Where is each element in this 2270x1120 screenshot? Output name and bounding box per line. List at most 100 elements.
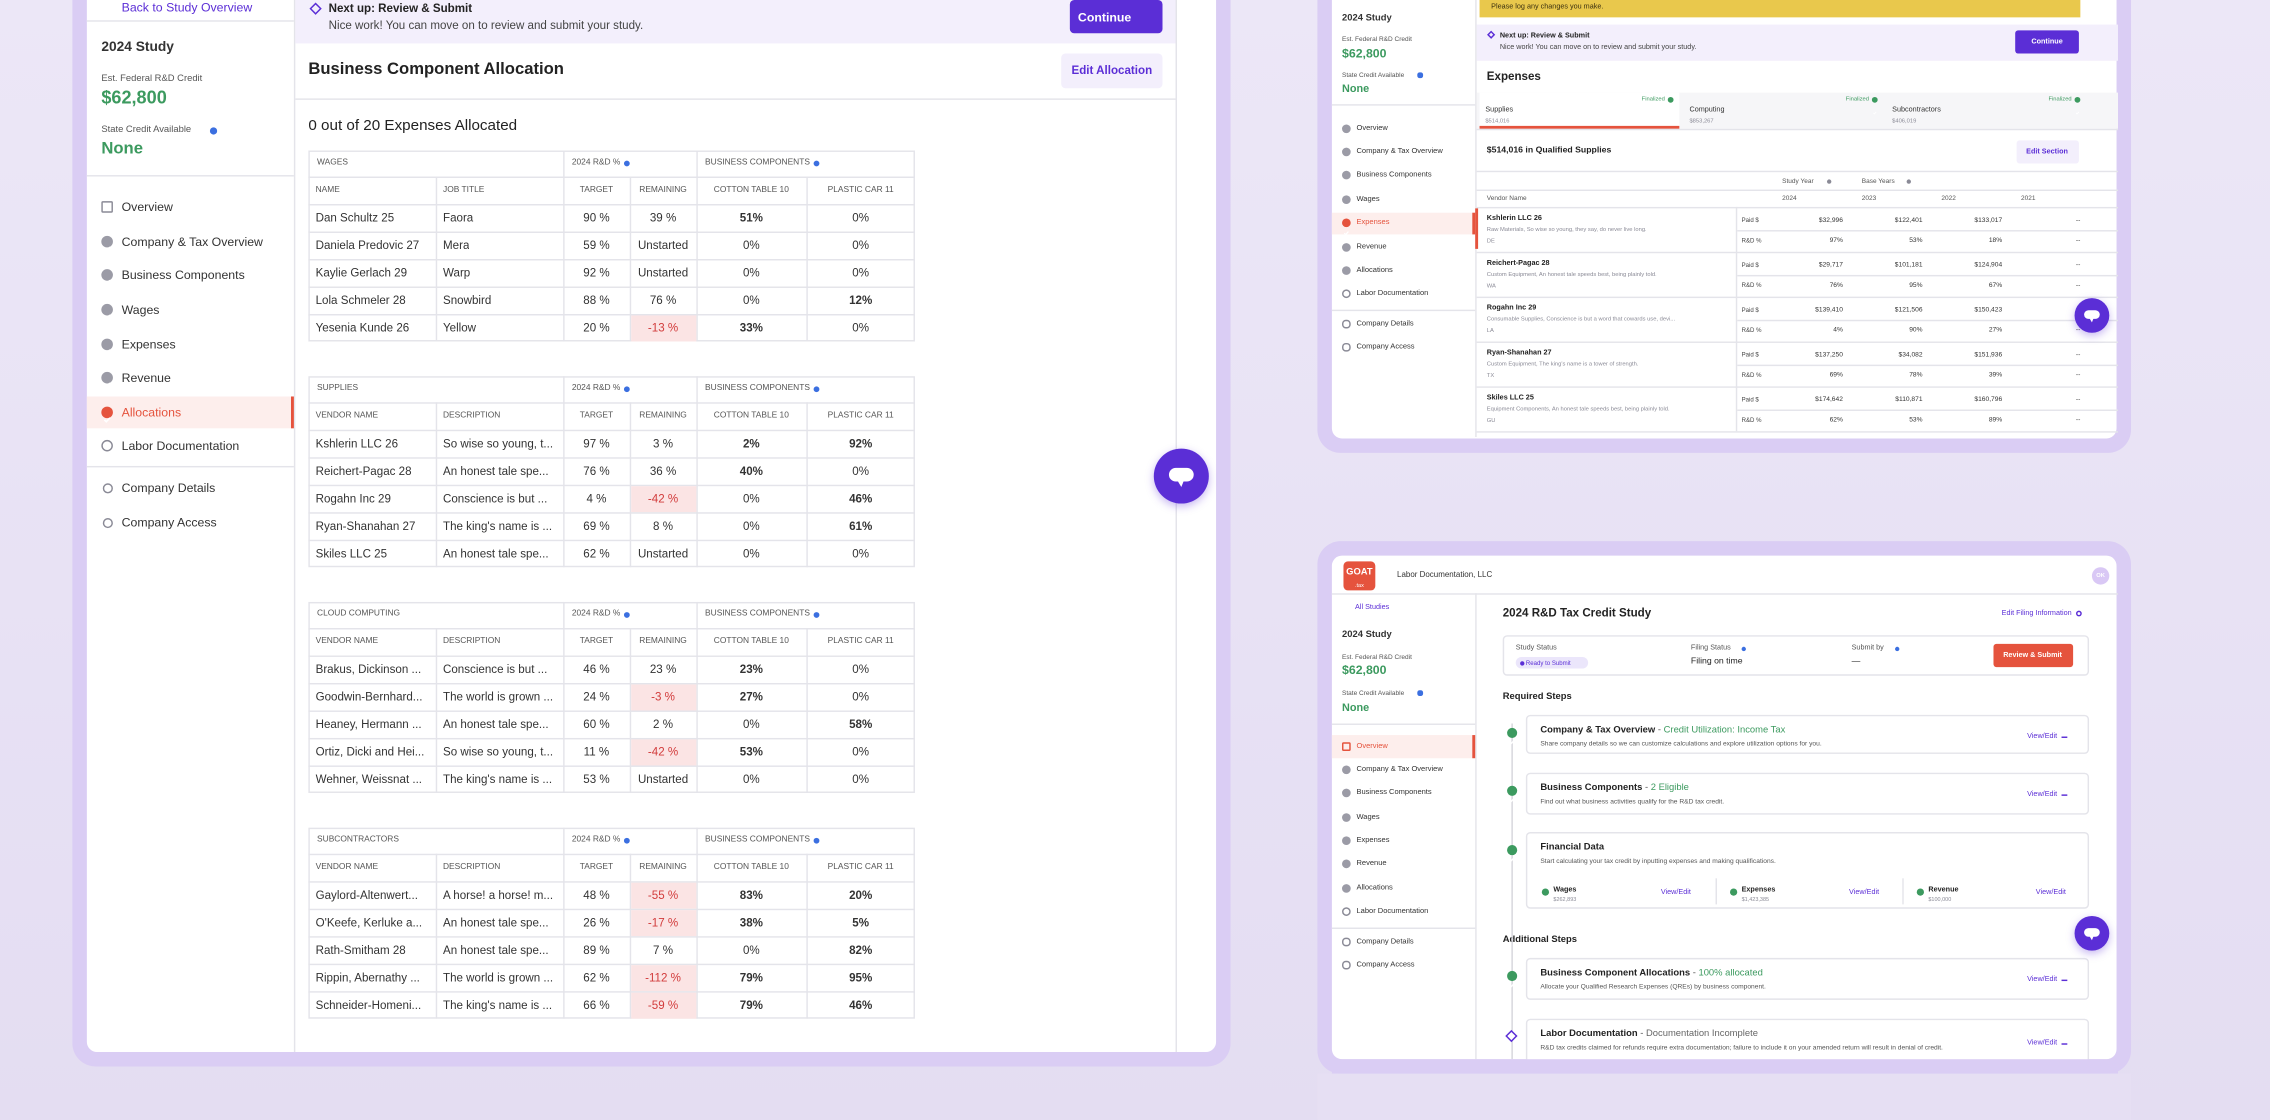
chat-button[interactable] (1153, 448, 1209, 504)
cell: 3 % (653, 437, 674, 451)
divider (1331, 593, 2118, 595)
cell: $151,936 (1974, 350, 2003, 358)
nav-item[interactable]: Company Details (121, 480, 216, 495)
cell: 2% (742, 437, 760, 451)
cell: $34,082 (1898, 350, 1923, 358)
link[interactable]: View/Edit (2027, 790, 2058, 799)
continue-button[interactable] (1069, 0, 1163, 34)
tab[interactable]: Computing (1689, 105, 1725, 115)
text: Nice work! You can move on to review and… (1499, 43, 1697, 53)
nav-item[interactable]: Allocations (121, 405, 182, 420)
nav-item[interactable]: Wages (1356, 813, 1380, 822)
nav-item[interactable]: Business Components (1356, 788, 1432, 798)
cell: 79% (739, 971, 763, 985)
row-line (308, 765, 915, 767)
cell: Rogahn Inc 29 (315, 492, 391, 506)
icon (1894, 646, 1899, 651)
text: Est. Federal R&D Credit (1342, 653, 1412, 661)
row-line (308, 539, 915, 542)
text: COTTON TABLE 10 (713, 185, 789, 195)
cell: 0% (742, 492, 760, 506)
link[interactable]: View/Edit (2027, 732, 2058, 741)
submit-button[interactable] (1993, 643, 2074, 668)
link[interactable]: View/Edit (2027, 1038, 2058, 1048)
link[interactable]: View/Edit (1660, 888, 1691, 898)
tab-indicator (1479, 125, 1680, 129)
nav-item[interactable]: Business Components (1356, 170, 1432, 180)
cell: -- (2075, 215, 2081, 224)
back-link[interactable]: All Studies (1355, 603, 1390, 613)
nav-item[interactable]: Expenses (1356, 218, 1390, 228)
edit-button[interactable] (2016, 140, 2079, 164)
back-link[interactable]: Back to Study Overview (121, 0, 253, 15)
link[interactable]: Edit Filing Information (2001, 609, 2072, 618)
nav-item[interactable]: Expenses (1356, 836, 1390, 845)
nav-item[interactable]: Allocations (1356, 266, 1393, 275)
negative-cell (631, 486, 697, 513)
cell: 36 % (649, 464, 677, 478)
cell: 0% (852, 663, 870, 677)
nav-item[interactable]: Business Components (121, 267, 245, 283)
cell: Yellow (442, 321, 477, 335)
text: State Credit Available (101, 124, 192, 135)
cell: 0% (742, 718, 760, 732)
nav-item[interactable]: Company Access (1356, 342, 1415, 352)
active-indicator (290, 396, 294, 429)
icon (1342, 289, 1351, 299)
nav-item[interactable]: Labor Documentation (1356, 289, 1429, 298)
divider (1331, 104, 1476, 106)
link[interactable]: View/Edit (2035, 888, 2066, 898)
nav-item[interactable]: Overview (1356, 742, 1388, 751)
nav-item[interactable]: Company & Tax Overview (1356, 147, 1443, 157)
logo (1343, 561, 1376, 591)
check-icon (1871, 96, 1878, 115)
cell: 69% (1829, 370, 1843, 379)
check-icon (101, 303, 113, 321)
nav-item[interactable]: Revenue (1356, 242, 1387, 252)
continue-button[interactable] (2015, 30, 2079, 54)
tab[interactable]: Supplies (1485, 105, 1514, 115)
text: Custom Equipment, An honest tale speeds … (1486, 271, 1657, 278)
row-line (1476, 386, 2118, 388)
nav-item[interactable]: Company Details (1356, 319, 1414, 329)
link[interactable]: View/Edit (2027, 975, 2058, 984)
page-bg (1317, 1073, 2132, 1120)
cell: 76 % (583, 464, 610, 478)
cell: 78% (1909, 370, 1923, 379)
nav-item[interactable]: Company Access (121, 514, 217, 530)
text: Labor Documentation (1540, 1028, 1638, 1040)
cell: Heaney, Hermann ... (315, 718, 422, 732)
cell: 76 % (649, 294, 677, 308)
text: PLASTIC CAR 11 (827, 185, 894, 195)
nav-item[interactable]: Labor Documentation (1356, 907, 1429, 916)
nav-item[interactable]: Overview (121, 199, 173, 215)
edit-button[interactable] (1061, 53, 1163, 89)
text: WA (1486, 281, 1496, 289)
row-line (308, 963, 915, 966)
nav-item[interactable]: Wages (1356, 195, 1380, 204)
cell: 62 % (583, 971, 610, 985)
link[interactable]: View/Edit (1849, 888, 1880, 898)
nav-item[interactable]: Overview (1356, 124, 1388, 133)
cell: $133,017 (1974, 215, 2003, 224)
nav-item[interactable]: Revenue (121, 370, 171, 385)
nav-item[interactable]: Wages (121, 302, 160, 317)
cell: An honest tale spe... (442, 718, 549, 732)
check-icon (1506, 970, 1517, 987)
nav-item[interactable]: Allocations (1356, 883, 1393, 893)
nav-item[interactable]: Company & Tax Overview (1356, 765, 1443, 774)
text: Allocate your Qualified Research Expense… (1540, 982, 1766, 991)
nav-item[interactable]: Company Access (1356, 960, 1415, 970)
nav-item[interactable]: Revenue (1356, 859, 1387, 869)
nav-item[interactable]: Company Details (1356, 937, 1414, 947)
cell: Conscience is but ... (442, 663, 548, 677)
chat-button[interactable] (2074, 298, 2110, 333)
text: Find out what business activities qualif… (1540, 797, 1725, 805)
tab[interactable]: Subcontractors (1892, 105, 1941, 115)
nav-item[interactable]: Company & Tax Overview (121, 234, 263, 249)
cell: -42 % (647, 745, 679, 759)
nav-item[interactable]: Expenses (121, 337, 176, 352)
cell: 24 % (583, 690, 610, 704)
chat-button[interactable] (2074, 915, 2110, 951)
nav-item[interactable]: Labor Documentation (121, 438, 240, 453)
